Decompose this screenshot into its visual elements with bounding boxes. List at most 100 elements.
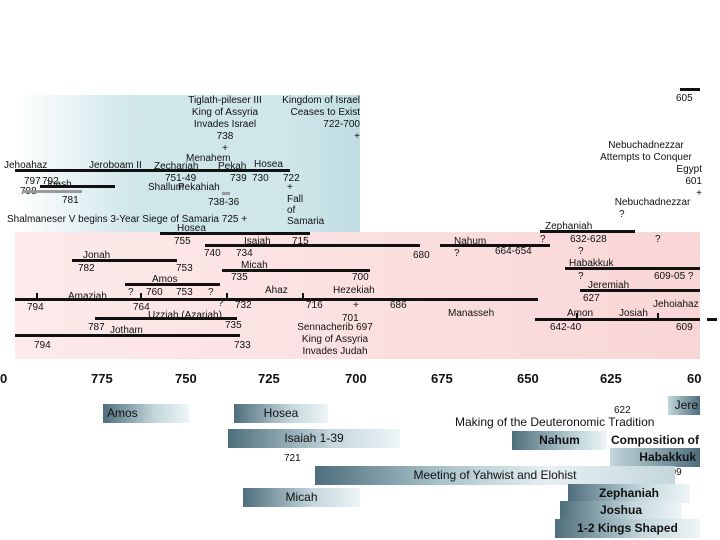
q-760: ? <box>128 287 134 298</box>
date-760: 760 <box>146 287 163 298</box>
fall-line: Samaria <box>287 216 325 227</box>
label-jotham: Jotham <box>110 325 143 336</box>
note-line: ? <box>619 209 625 220</box>
axis-tick-650: 650 <box>517 371 539 386</box>
isaiah-bar <box>205 244 420 247</box>
box-jeremiah-label: Jere <box>674 398 698 412</box>
israel-kings-bar <box>15 169 290 172</box>
label-menahem: Menahem <box>186 153 231 164</box>
label-nahum: Nahum <box>454 236 487 247</box>
judah-kings-bar <box>15 298 395 301</box>
date-686: 686 <box>390 300 407 311</box>
date-782: 782 <box>78 263 95 274</box>
date-642: 642-40 <box>550 322 582 333</box>
axis-tick-775: 775 <box>91 371 113 386</box>
axis-tick-750: 750 <box>175 371 197 386</box>
box-nahum-label: Nahum <box>539 433 580 447</box>
label-amaziah: Amaziah <box>68 291 107 302</box>
date-792: 792 <box>42 176 59 187</box>
fall-of-samaria: Fall of Samaria <box>287 194 324 227</box>
box-joshua: Joshua <box>560 501 682 520</box>
date-609: 609 <box>676 322 693 333</box>
axis-tick-700: 700 <box>345 371 367 386</box>
plus-judah: + <box>353 300 359 311</box>
composition-label: Composition of <box>611 433 699 447</box>
date-753: 753 <box>176 263 193 274</box>
jeroboam-bar <box>40 185 115 188</box>
note-line: Sennacherib 697 <box>297 322 373 333</box>
date-732: 732 <box>235 300 252 311</box>
label-joash: Joash <box>45 179 72 190</box>
nahum-bar <box>440 244 550 247</box>
uzziah-bar <box>15 334 240 337</box>
label-hezekiah: Hezekiah <box>333 285 375 296</box>
date-627: 627 <box>583 293 600 304</box>
date-733: 733 <box>234 340 251 351</box>
fall-line: of <box>287 205 296 216</box>
date-632: 632-628 <box>570 234 607 245</box>
label-zephaniah: Zephaniah <box>545 221 593 232</box>
axis-tick-675: 675 <box>431 371 453 386</box>
date-738-36: 738-36 <box>208 197 240 208</box>
plus-israel: + <box>287 182 293 193</box>
nahum-q: ? <box>454 248 460 259</box>
note-line: Attempts to Conquer <box>600 152 692 163</box>
q-753: ? <box>208 287 214 298</box>
label-ahaz: Ahaz <box>265 285 288 296</box>
label-jeremiah: Jeremiah <box>588 280 630 291</box>
israel-region <box>15 95 360 232</box>
assyria-invasion-note: Tiglath-pileser III King of Assyria Inva… <box>165 95 285 155</box>
note-line: Nebuchadnezzar <box>614 197 691 208</box>
box-kings: 1-2 Kings Shaped <box>555 519 700 538</box>
note-line: + <box>696 188 702 199</box>
label-amos: Amos <box>152 274 178 285</box>
label-jehoahaz: Jehoahaz <box>4 160 48 171</box>
note-line: Ceases to Exist <box>290 107 360 118</box>
jonah-era-bar <box>22 190 82 193</box>
tick-jehoiahaz <box>657 313 659 321</box>
date-751: 751-49 <box>165 173 197 184</box>
date-764: 764 <box>133 302 150 313</box>
label-josiah: Josiah <box>619 308 648 319</box>
date-755: 755 <box>174 236 191 247</box>
box-habakkuk: Habakkuk <box>610 448 700 467</box>
zeph-q3: ? <box>578 246 584 257</box>
note-line: 722-700 <box>323 119 360 130</box>
micah-bar <box>222 269 370 272</box>
date-794b: 794 <box>34 340 51 351</box>
axis-tick-60: 60 <box>687 371 702 386</box>
date-781: 781 <box>62 195 79 206</box>
hosea-prophet-bar <box>160 232 310 235</box>
label-micah: Micah <box>241 260 268 271</box>
date-701: 701 <box>342 313 359 324</box>
date-700: 700 <box>352 272 369 283</box>
box-yahwist-elohist: Meeting of Yahwist and Elohist <box>315 466 675 485</box>
date-715: 715 <box>292 236 309 247</box>
israel-end-note: Kingdom of Israel Ceases to Exist 722-70… <box>255 95 360 143</box>
sennacherib-note: Sennacherib 697 King of Assyria Invades … <box>280 322 390 358</box>
note-line: Nebuchadnezzar <box>608 140 684 151</box>
label-jehoiahaz: Jehoiahaz <box>653 299 699 310</box>
note-line: Tiglath-pileser III <box>188 95 262 106</box>
fall-line: Fall <box>287 194 304 205</box>
date-722: 722 <box>283 173 300 184</box>
date-740: 740 <box>204 248 221 259</box>
date-721: 721 <box>284 453 301 464</box>
date-797: 797 <box>24 176 41 187</box>
tick-hezekiah <box>302 293 304 301</box>
date-734: 734 <box>236 248 253 259</box>
note-line: King of Assyria <box>301 334 369 345</box>
judah-region <box>15 232 700 359</box>
hab-q: ? <box>578 271 584 282</box>
box-zephaniah: Zephaniah <box>568 484 690 503</box>
tick-uzziah <box>140 293 142 301</box>
box-nahum: Nahum <box>512 431 607 450</box>
note-line: Kingdom of Israel <box>282 95 360 106</box>
tick-josiah <box>576 313 578 321</box>
date-735b: 735 <box>225 320 242 331</box>
date-609-05: 609-05 ? <box>654 271 694 282</box>
d605-bar <box>680 88 700 91</box>
yahwist-elohist-label: Meeting of Yahwist and Elohist <box>413 468 577 482</box>
box-micah: Micah <box>243 488 360 507</box>
date-605: 605 <box>676 93 693 104</box>
